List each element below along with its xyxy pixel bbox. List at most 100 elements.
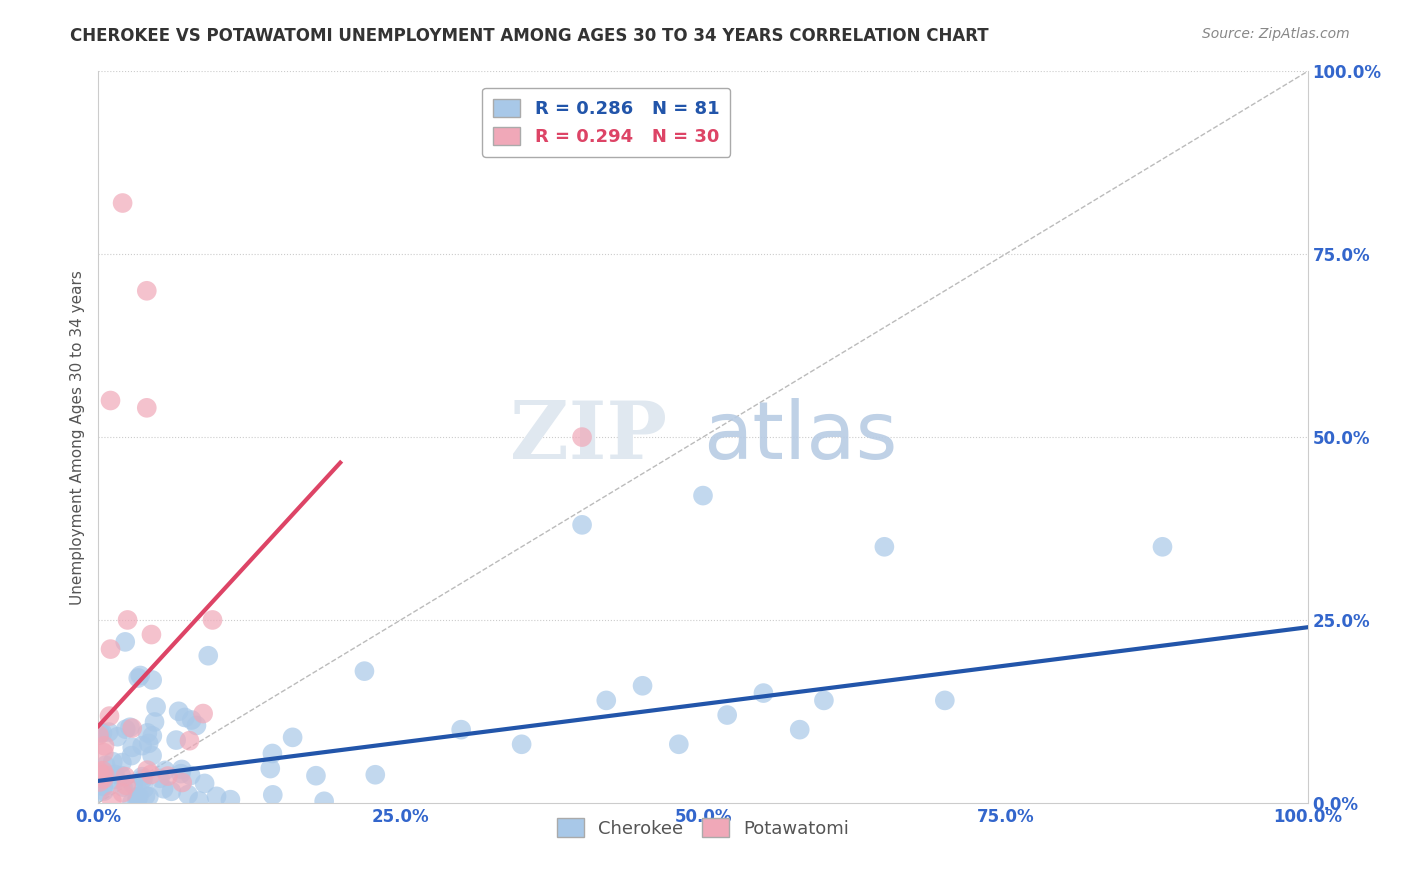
Point bbox=[134, 789, 156, 803]
Point bbox=[219, 792, 242, 806]
Point bbox=[93, 784, 115, 798]
Point bbox=[191, 706, 214, 721]
Point bbox=[281, 731, 304, 745]
Point bbox=[205, 789, 228, 804]
Point bbox=[873, 540, 896, 554]
Point bbox=[141, 673, 163, 687]
Point bbox=[129, 668, 152, 682]
Point bbox=[138, 789, 160, 804]
Point bbox=[152, 781, 174, 796]
Point bbox=[180, 713, 202, 727]
Point bbox=[1152, 540, 1174, 554]
Point bbox=[167, 704, 190, 718]
Text: ZIP: ZIP bbox=[510, 398, 666, 476]
Point bbox=[100, 393, 122, 408]
Point bbox=[194, 776, 217, 790]
Text: CHEROKEE VS POTAWATOMI UNEMPLOYMENT AMONG AGES 30 TO 34 YEARS CORRELATION CHART: CHEROKEE VS POTAWATOMI UNEMPLOYMENT AMON… bbox=[70, 27, 988, 45]
Point bbox=[262, 788, 284, 802]
Point bbox=[138, 736, 160, 750]
Point bbox=[364, 768, 387, 782]
Point bbox=[135, 401, 157, 415]
Point bbox=[111, 196, 134, 211]
Point bbox=[98, 709, 121, 723]
Point bbox=[201, 613, 224, 627]
Point bbox=[121, 721, 143, 735]
Point bbox=[93, 772, 115, 786]
Point bbox=[93, 780, 115, 794]
Point bbox=[179, 733, 201, 747]
Point bbox=[100, 642, 122, 657]
Point bbox=[141, 627, 163, 641]
Point bbox=[121, 740, 143, 755]
Point bbox=[127, 789, 149, 804]
Point bbox=[934, 693, 956, 707]
Point bbox=[125, 793, 148, 807]
Point bbox=[114, 723, 136, 737]
Point bbox=[128, 789, 150, 804]
Point bbox=[122, 777, 145, 791]
Point bbox=[188, 794, 211, 808]
Point bbox=[141, 729, 163, 743]
Point bbox=[450, 723, 472, 737]
Point bbox=[156, 769, 179, 783]
Point bbox=[571, 517, 593, 532]
Point bbox=[89, 726, 111, 740]
Point bbox=[180, 768, 202, 782]
Point bbox=[114, 635, 136, 649]
Point bbox=[197, 648, 219, 663]
Point bbox=[121, 796, 143, 810]
Point bbox=[112, 780, 135, 794]
Text: atlas: atlas bbox=[703, 398, 897, 476]
Point bbox=[91, 726, 114, 740]
Point bbox=[101, 755, 124, 769]
Point bbox=[631, 679, 654, 693]
Point bbox=[571, 430, 593, 444]
Point bbox=[127, 671, 149, 685]
Y-axis label: Unemployment Among Ages 30 to 34 years: Unemployment Among Ages 30 to 34 years bbox=[69, 269, 84, 605]
Point bbox=[93, 779, 115, 793]
Point bbox=[117, 613, 139, 627]
Point bbox=[186, 718, 208, 732]
Point bbox=[510, 737, 533, 751]
Point bbox=[170, 766, 193, 780]
Point bbox=[813, 693, 835, 707]
Point bbox=[314, 794, 336, 808]
Point bbox=[143, 714, 166, 729]
Point bbox=[595, 693, 617, 707]
Point bbox=[135, 284, 157, 298]
Point bbox=[789, 723, 811, 737]
Point bbox=[94, 758, 117, 772]
Point bbox=[149, 772, 172, 786]
Point bbox=[111, 786, 134, 800]
Point bbox=[692, 489, 714, 503]
Point bbox=[110, 768, 132, 782]
Point bbox=[93, 746, 115, 760]
Point bbox=[114, 770, 136, 784]
Point bbox=[139, 767, 162, 781]
Point bbox=[259, 762, 281, 776]
Point bbox=[93, 739, 115, 753]
Point bbox=[121, 748, 143, 763]
Point bbox=[87, 765, 110, 780]
Point bbox=[145, 700, 167, 714]
Point bbox=[111, 756, 134, 770]
Point bbox=[104, 772, 127, 787]
Point bbox=[91, 764, 114, 778]
Point bbox=[101, 794, 124, 808]
Point bbox=[87, 785, 110, 799]
Point bbox=[115, 778, 138, 792]
Point bbox=[118, 720, 141, 734]
Point bbox=[97, 725, 120, 739]
Point bbox=[87, 728, 110, 742]
Point bbox=[132, 772, 155, 786]
Point bbox=[134, 781, 156, 796]
Point bbox=[173, 710, 195, 724]
Point bbox=[353, 664, 375, 678]
Point bbox=[131, 739, 153, 753]
Point bbox=[89, 775, 111, 789]
Point bbox=[668, 737, 690, 751]
Point bbox=[104, 767, 127, 781]
Point bbox=[170, 763, 193, 777]
Point bbox=[131, 770, 153, 784]
Point bbox=[107, 730, 129, 744]
